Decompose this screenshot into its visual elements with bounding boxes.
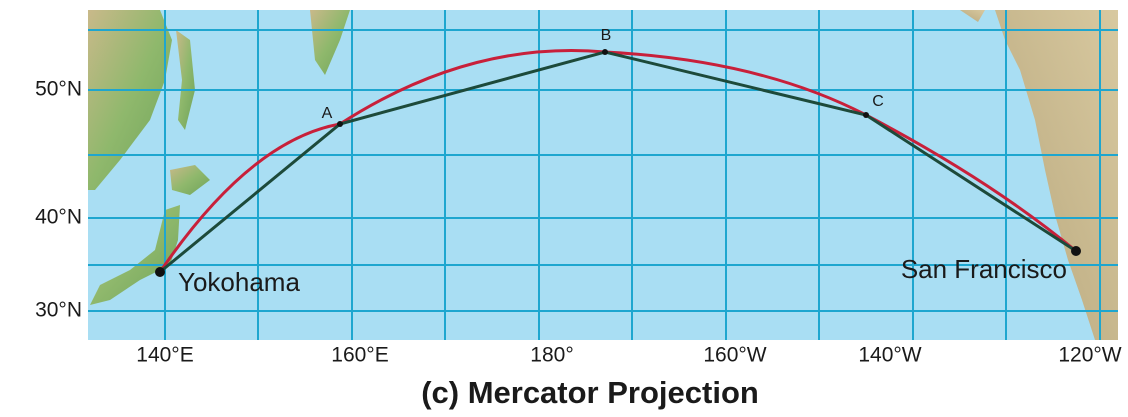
longitude-label: 180°	[530, 344, 573, 367]
latitude-label: 50°N	[35, 78, 82, 101]
route-points	[155, 49, 1081, 277]
point-label: C	[872, 93, 884, 110]
longitude-label: 140°W	[858, 344, 921, 367]
graticule	[88, 10, 1118, 340]
longitude-label: 160°W	[703, 344, 766, 367]
point-label: San Francisco	[901, 254, 1067, 284]
ocean	[88, 10, 1118, 340]
caption: (c) Mercator Projection	[421, 375, 759, 410]
longitude-label: 120°W	[1058, 344, 1121, 367]
point-label: A	[322, 105, 333, 122]
point-label: B	[601, 27, 612, 44]
point-label: Yokohama	[178, 267, 300, 297]
longitude-label: 160°E	[331, 344, 388, 367]
latitude-label: 30°N	[35, 299, 82, 322]
land	[88, 10, 1118, 340]
latitude-label: 40°N	[35, 206, 82, 229]
longitude-label: 140°E	[136, 344, 193, 367]
